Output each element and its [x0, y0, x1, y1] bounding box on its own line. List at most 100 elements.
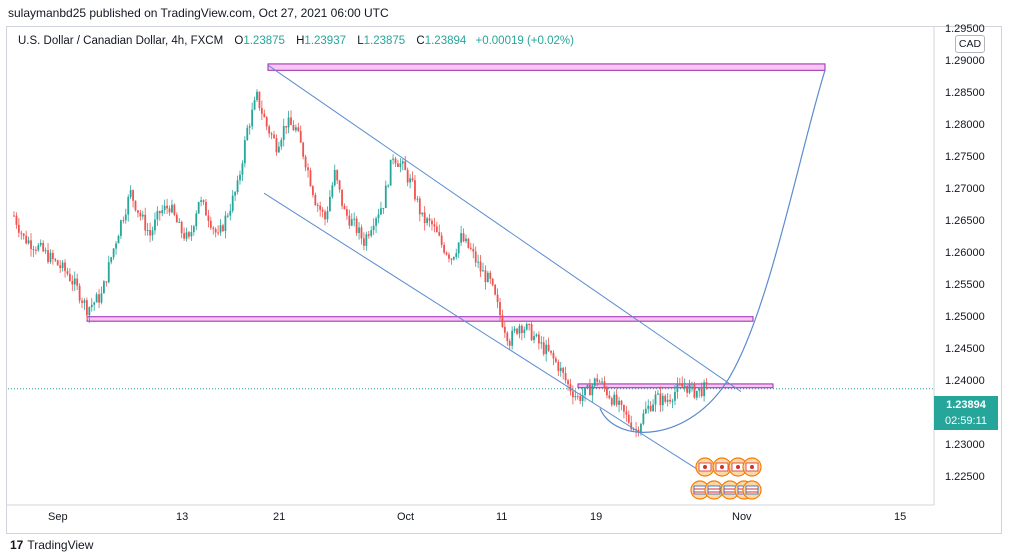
- candle-body: [156, 211, 159, 220]
- candle-body: [256, 91, 258, 101]
- candle-body: [443, 244, 446, 253]
- candle-body: [644, 408, 647, 414]
- candle-body: [183, 233, 185, 239]
- candle-body: [375, 218, 377, 226]
- candle-body: [574, 396, 577, 398]
- candle-body: [642, 413, 645, 424]
- candle-body: [30, 240, 32, 250]
- last-price: 1.23894: [946, 399, 986, 411]
- candle-body: [105, 281, 108, 283]
- candle-body: [141, 214, 144, 217]
- candle-body: [615, 394, 618, 405]
- candle-body: [151, 230, 154, 236]
- candle-body: [42, 242, 45, 252]
- candle-body: [695, 390, 698, 398]
- candle-body: [326, 211, 329, 220]
- candle-body: [161, 210, 164, 214]
- candle-body: [598, 381, 601, 383]
- candle-body: [649, 405, 652, 412]
- candle-body: [173, 204, 176, 215]
- high-label: H: [296, 35, 305, 47]
- candle-body: [523, 329, 526, 333]
- candle-body: [552, 352, 555, 359]
- candle-body: [450, 258, 453, 260]
- candle-body: [251, 109, 254, 127]
- candle-body: [431, 220, 433, 225]
- candle-body: [586, 384, 589, 388]
- candle-body: [246, 127, 249, 141]
- candle-body: [438, 232, 441, 236]
- candle-body: [457, 242, 460, 254]
- candle-body: [195, 213, 198, 227]
- tradingview-footer[interactable]: 17 TradingView: [10, 538, 93, 552]
- candle-body: [657, 393, 659, 395]
- candle-body: [477, 261, 480, 263]
- candle-body: [479, 261, 482, 272]
- candle-body: [414, 180, 416, 200]
- symbol-name[interactable]: U.S. Dollar / Canadian Dollar, 4h, FXCM: [18, 35, 224, 47]
- candle-body: [253, 100, 256, 110]
- trend-layer: [263, 64, 826, 476]
- candle-body: [292, 125, 295, 131]
- candle-body: [460, 233, 463, 243]
- candle-body: [15, 215, 18, 225]
- ca-event-icon-leaf: [703, 465, 707, 469]
- candle-body: [100, 293, 103, 303]
- candle-body: [341, 189, 343, 206]
- candle-body: [314, 195, 317, 206]
- candle-body: [693, 383, 696, 398]
- candle-body: [613, 394, 616, 405]
- candle-body: [171, 204, 173, 213]
- candle-body: [501, 315, 504, 327]
- candle-body: [659, 393, 662, 406]
- candle-body: [572, 391, 574, 398]
- candle-body: [163, 205, 166, 211]
- candle-body: [360, 227, 363, 239]
- candle-body: [309, 170, 312, 187]
- candle-body: [285, 125, 288, 128]
- candle-body: [520, 325, 523, 333]
- candle-body: [489, 272, 492, 279]
- candle-body: [664, 395, 667, 402]
- x-tick-label: 11: [496, 511, 508, 523]
- candle-body: [122, 220, 125, 222]
- chart-frame: [6, 26, 1002, 534]
- candle-body: [280, 139, 283, 147]
- candle-body: [277, 146, 280, 153]
- projection-curve: [599, 70, 826, 433]
- candle-body: [158, 211, 161, 214]
- candle-body: [516, 328, 518, 334]
- candle-body: [511, 330, 514, 346]
- candle-body: [44, 250, 47, 252]
- candle-body: [260, 108, 263, 114]
- candle-body: [76, 278, 79, 286]
- us-event-icon-flag: [723, 485, 737, 495]
- currency-button[interactable]: CAD: [955, 35, 985, 53]
- candle-body: [637, 429, 640, 433]
- candle-body: [56, 260, 59, 266]
- candle-body: [22, 233, 25, 236]
- y-tick-label: 1.28500: [945, 87, 985, 99]
- candle-body: [64, 262, 66, 272]
- candle-body: [377, 214, 380, 219]
- candle-body: [409, 178, 411, 183]
- candle-body: [243, 140, 246, 164]
- candle-body: [270, 133, 273, 135]
- candle-body: [591, 385, 594, 396]
- candle-body: [78, 285, 81, 301]
- candle-body: [343, 205, 346, 210]
- candle-body: [197, 201, 200, 214]
- candle-body: [205, 201, 207, 216]
- y-tick-label: 1.26500: [945, 215, 985, 227]
- candle-body: [491, 278, 494, 285]
- candle-body: [134, 200, 137, 211]
- candle-body: [535, 334, 538, 337]
- candle-body: [406, 170, 409, 183]
- candle-body: [212, 227, 215, 229]
- y-tick-label: 1.27500: [945, 151, 985, 163]
- support-zone: [86, 316, 754, 322]
- candle-body: [418, 198, 421, 215]
- candle-body: [499, 301, 501, 316]
- x-tick-label: 19: [590, 511, 603, 523]
